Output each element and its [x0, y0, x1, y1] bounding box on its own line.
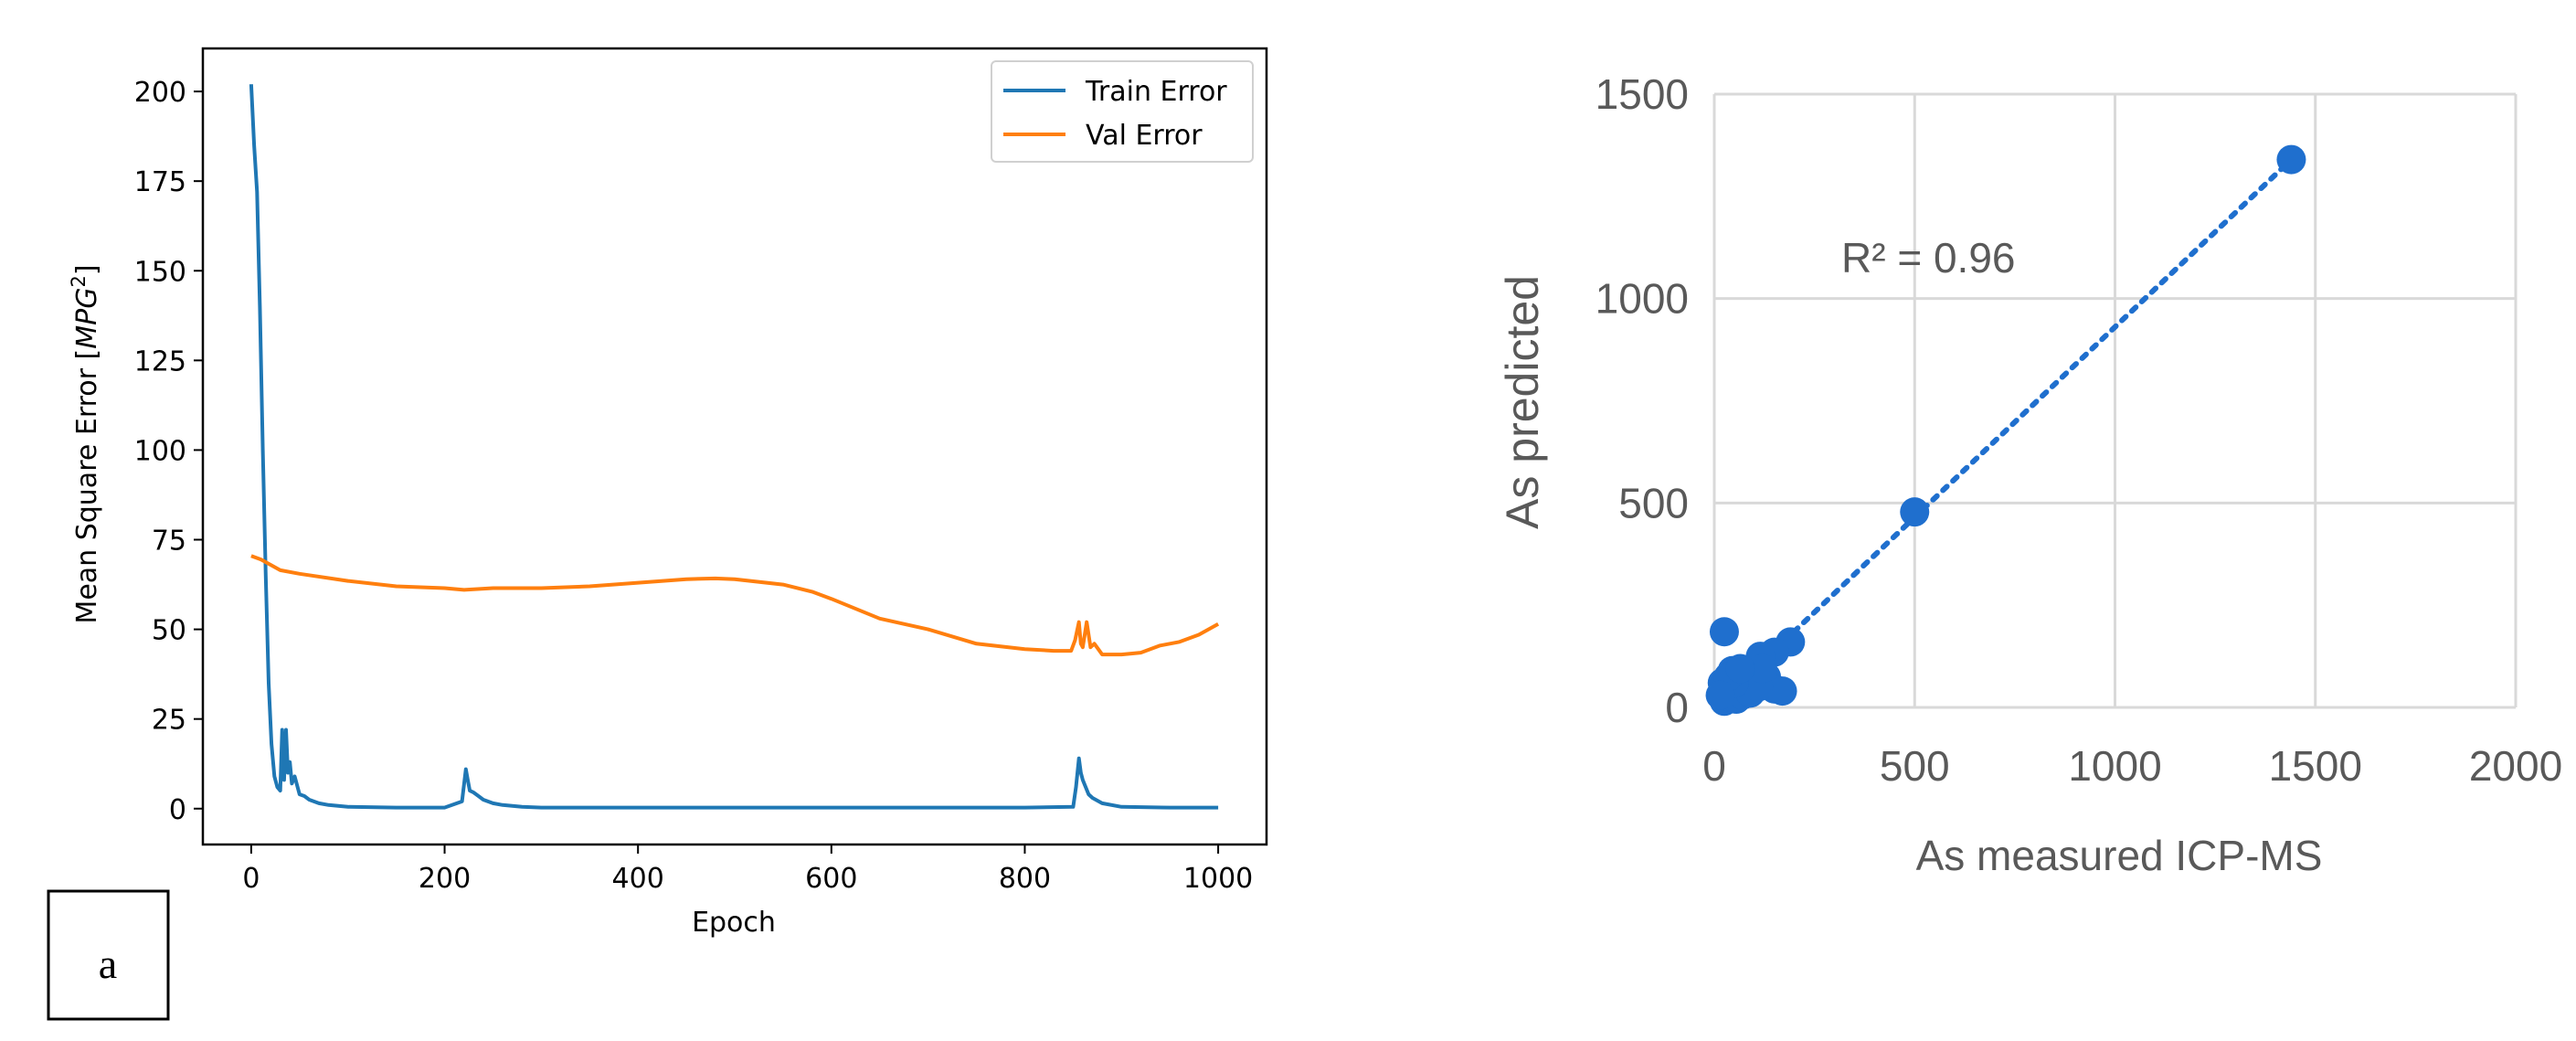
- left-y-axis-label: Mean Square Error [MPG2]: [68, 264, 103, 623]
- right-x-tick-label: 1000: [2068, 742, 2161, 790]
- right-grid: [1712, 92, 2518, 709]
- scatter-point: [1705, 680, 1735, 710]
- right-x-tick-label: 0: [1702, 742, 1726, 790]
- left-x-tick-label: 0: [242, 863, 260, 895]
- left-x-tick-label: 600: [805, 863, 857, 895]
- right-x-tick-label: 2000: [2469, 742, 2562, 790]
- r-squared-annotation: R² = 0.96: [1841, 234, 2016, 281]
- right-trendline-group: [1712, 156, 2295, 710]
- left-y-tick-label: 200: [134, 77, 186, 109]
- panel-label-frame: [47, 889, 170, 1021]
- right-x-axis-label: As measured ICP-MS: [1916, 832, 2323, 879]
- left-y-tick-label: 75: [152, 526, 186, 558]
- legend-box: [991, 60, 1254, 163]
- right-y-ticks: 0 500 1000 1500: [1595, 70, 1689, 731]
- right-x-tick-label: 1500: [2269, 742, 2362, 790]
- left-x-tick-label: 1000: [1183, 863, 1253, 895]
- left-y-tick-label: 25: [152, 705, 186, 737]
- scatter-point: [1725, 653, 1755, 684]
- panel-label-text: a: [99, 940, 117, 987]
- scatter-point: [1709, 617, 1739, 647]
- legend-label-val: Val Error: [1086, 120, 1203, 152]
- right-y-tick-label: 500: [1618, 479, 1689, 526]
- panel-label-box: a: [47, 889, 170, 1021]
- left-x-ticks: 0 200 400 600 800 1000: [242, 844, 1253, 895]
- scatter-point: [1747, 653, 1777, 684]
- left-x-tick-label: 400: [612, 863, 664, 895]
- left-legend: Train Error Val Error: [991, 60, 1254, 163]
- left-y-ticks: 0 25 50 75 100 125 150 175 200: [134, 77, 203, 826]
- right-y-tick-label: 1000: [1595, 275, 1689, 323]
- left-y-tick-label: 0: [169, 794, 186, 826]
- scatter-point: [2276, 144, 2306, 175]
- left-x-tick-label: 200: [419, 863, 471, 895]
- right-y-axis-label: As predicted: [1497, 275, 1548, 529]
- left-plot-frame: [201, 47, 1268, 846]
- right-x-tick-label: 500: [1880, 742, 1950, 790]
- right-y-tick-label: 1500: [1595, 70, 1689, 118]
- scatter-point: [1767, 676, 1797, 706]
- training-error-chart: 0 25 50 75 100 125 150 175 200 0 200 400 600 800 1000…: [68, 47, 1268, 939]
- left-y-tick-label: 125: [134, 345, 186, 377]
- left-y-tick-label: 150: [134, 256, 186, 288]
- left-y-tick-label: 175: [134, 166, 186, 198]
- left-y-tick-label: 100: [134, 435, 186, 467]
- scatter-point: [1900, 497, 1930, 527]
- trendline: [1712, 156, 2295, 710]
- legend-label-train: Train Error: [1085, 76, 1227, 108]
- train-error-line: [249, 84, 1219, 810]
- right-x-ticks: 0 500 1000 1500 2000: [1702, 742, 2562, 790]
- left-series-lines: [249, 84, 1220, 810]
- left-x-tick-label: 800: [999, 863, 1051, 895]
- left-x-axis-label: Epoch: [692, 907, 776, 939]
- left-y-tick-label: 50: [152, 615, 186, 647]
- right-points: [1705, 144, 2306, 717]
- right-y-tick-label: 0: [1665, 684, 1689, 731]
- val-error-line: [250, 554, 1220, 657]
